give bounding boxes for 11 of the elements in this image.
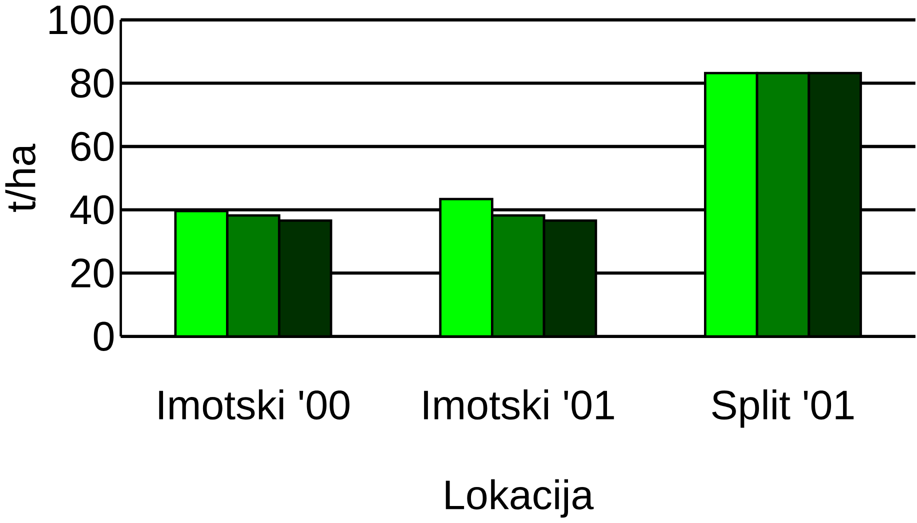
y-axis-title: t/ha [5, 144, 36, 212]
y-tick-label: 20 [71, 258, 114, 288]
y-tick-label: 40 [70, 195, 114, 224]
x-axis-title: Lokacija [446, 479, 594, 518]
y-tick-label: 0 [94, 322, 114, 352]
x-tick-label: Imotski '00 [159, 389, 350, 420]
x-tick-label: Imotski '01 [424, 389, 614, 420]
x-tick-label: Split '01 [712, 389, 854, 428]
y-tick-label: 60 [71, 132, 114, 162]
y-tick-label: 80 [71, 68, 114, 98]
y-tick-label: 100 [50, 5, 114, 34]
